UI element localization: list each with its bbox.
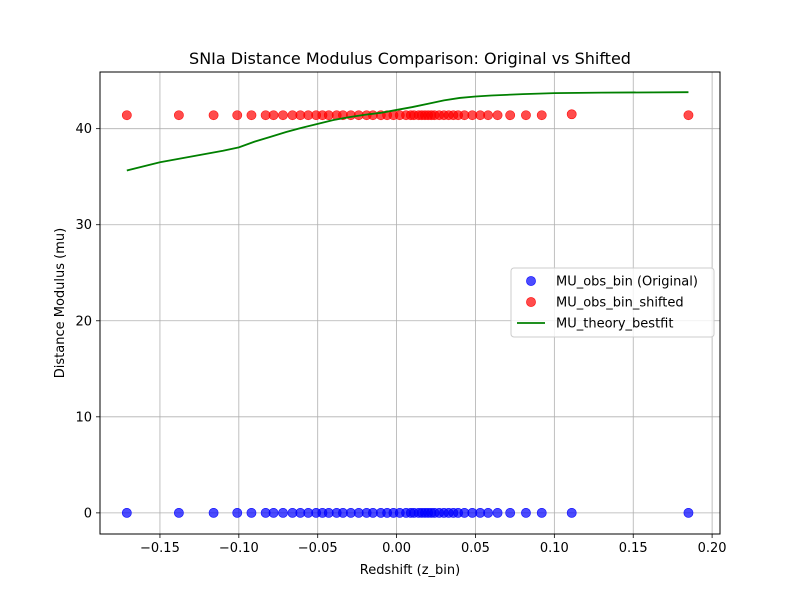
data-point-series-0 [208,507,219,518]
chart-title: SNIa Distance Modulus Comparison: Origin… [189,49,631,68]
data-point-series-1 [173,110,184,121]
data-point-series-0 [246,507,257,518]
legend-entry-label: MU_obs_bin (Original) [556,275,698,290]
data-point-series-1 [483,110,493,121]
x-tick-label: −0.05 [298,541,338,556]
legend-marker-swatch [526,297,536,307]
y-axis-label: Distance Modulus (mu) [53,228,68,378]
data-point-series-0 [521,507,531,518]
data-point-series-1 [521,110,531,121]
data-point-series-0 [536,507,547,518]
data-point-series-0 [505,507,516,518]
legend-entry-label: MU_theory_bestfit [556,317,673,332]
x-axis-label: Redshift (z_bin) [360,563,460,578]
plot-data [121,91,694,518]
series-line-2 [126,91,689,172]
data-point-series-1 [536,110,547,121]
data-point-series-0 [683,507,694,518]
data-point-series-0 [268,507,279,518]
data-point-series-0 [232,507,243,518]
data-point-series-1 [121,110,132,121]
x-tick-label: 0.05 [461,541,490,556]
data-point-series-0 [121,507,132,518]
y-tick-label: 20 [75,314,92,329]
data-point-series-0 [483,507,493,518]
data-point-series-0 [566,507,577,518]
y-tick-label: 0 [84,506,92,521]
data-point-series-0 [492,507,503,518]
data-point-series-1 [505,110,516,121]
y-tick-label: 40 [75,122,92,137]
x-tick-label: 0.00 [382,541,411,556]
data-point-series-1 [492,110,503,121]
data-point-series-1 [232,110,243,121]
legend: MU_obs_bin (Original) MU_obs_bin_shifted M… [510,267,715,338]
data-point-series-1 [683,110,694,121]
axis-ticks: −0.15 −0.10 −0.05 0.00 0.05 0.10 0.15 0.20 0 10 20… [75,122,726,556]
legend-entry-label: MU_obs_bin_shifted [556,296,684,311]
y-tick-label: 10 [75,410,92,425]
x-tick-label: 0.15 [619,541,648,556]
data-point-series-1 [566,109,577,120]
plot-frame [99,71,721,535]
data-point-series-0 [278,507,288,518]
data-point-series-0 [173,507,184,518]
x-tick-label: −0.15 [140,541,180,556]
legend-marker-swatch [526,276,536,286]
y-tick-label: 30 [75,218,92,233]
x-tick-label: 0.10 [540,541,569,556]
data-point-series-1 [268,110,279,121]
data-point-series-1 [278,110,288,121]
data-point-series-1 [246,110,257,121]
x-tick-label: 0.20 [698,541,727,556]
x-tick-label: −0.10 [219,541,259,556]
legend-box [510,267,715,338]
data-point-series-1 [208,110,219,121]
